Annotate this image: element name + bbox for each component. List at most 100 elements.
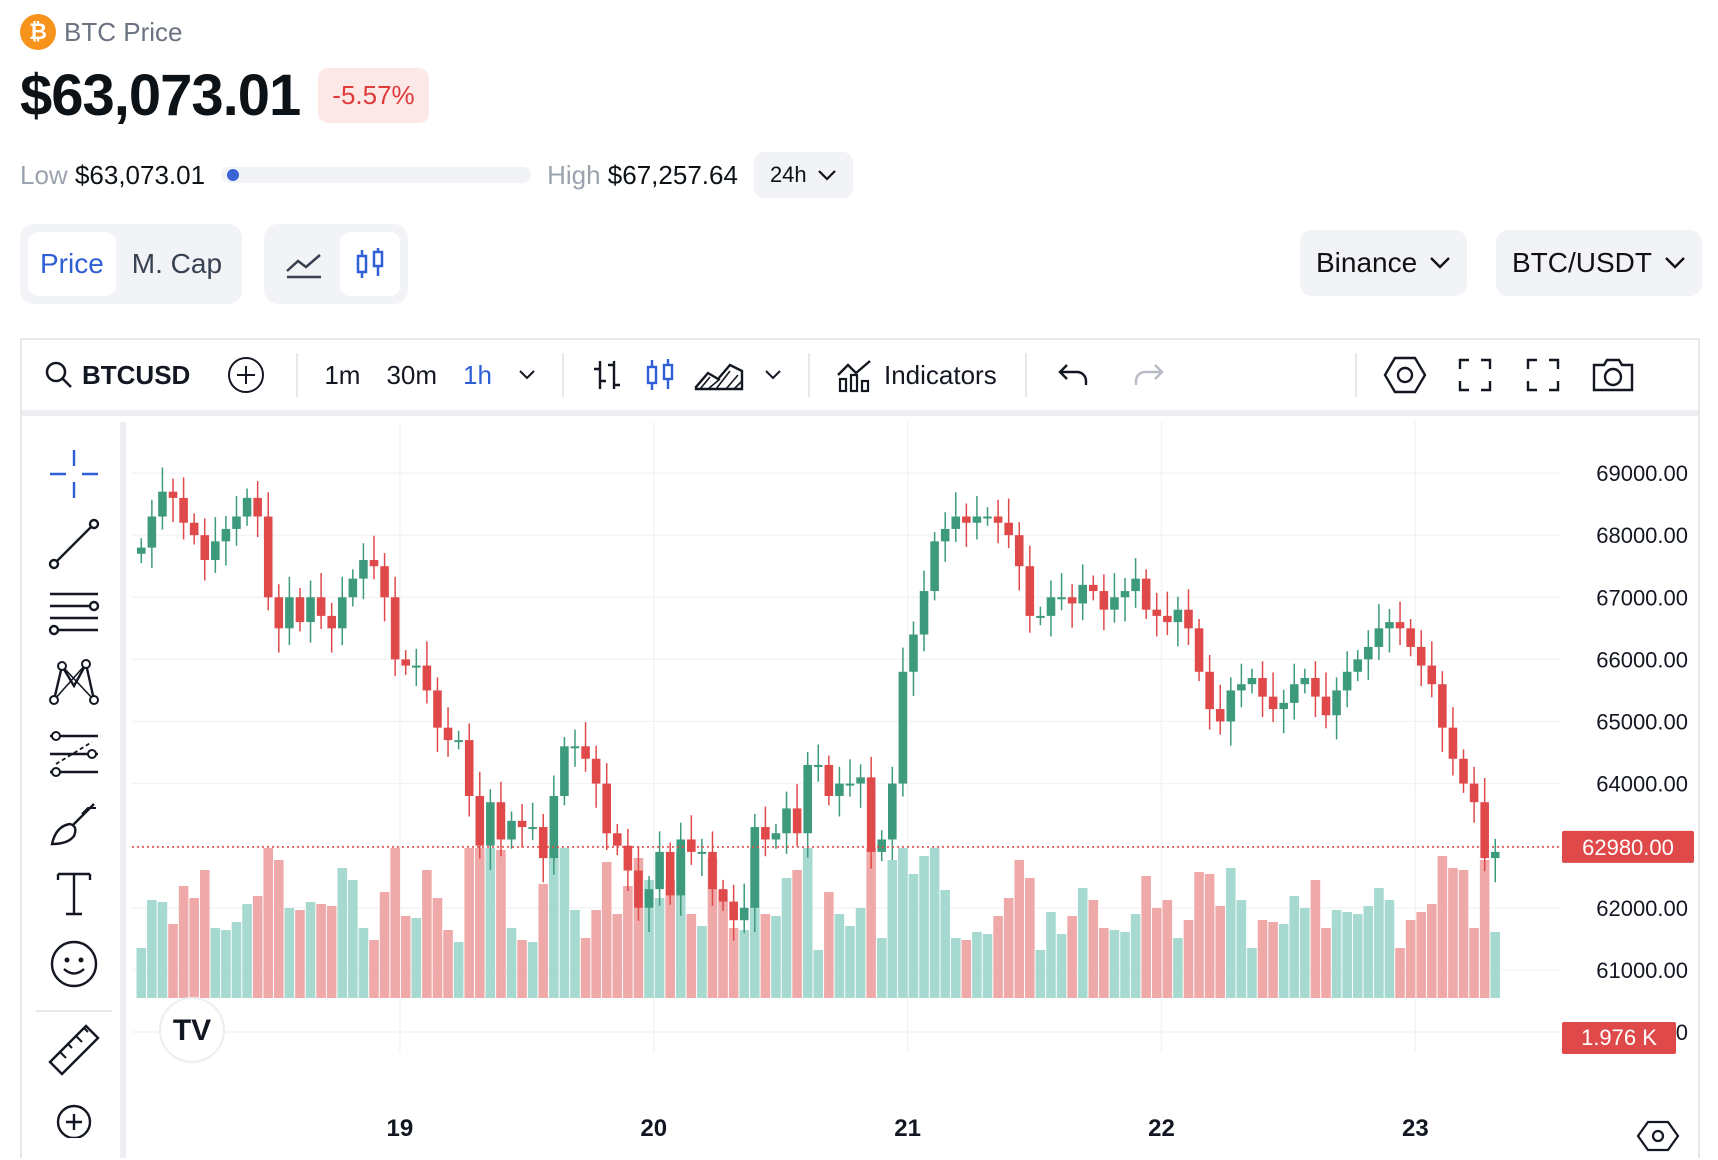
fit-screen-button[interactable] bbox=[1457, 337, 1493, 413]
chart-style-dropdown[interactable] bbox=[764, 337, 782, 413]
volume-bar bbox=[295, 910, 305, 998]
candle-body bbox=[496, 802, 506, 840]
candle-body bbox=[1258, 678, 1267, 697]
range-period-dropdown[interactable]: 24h bbox=[753, 152, 853, 198]
compare-symbol-button[interactable] bbox=[226, 337, 266, 413]
volume-bar bbox=[612, 914, 623, 998]
redo-icon bbox=[1134, 364, 1164, 385]
last-price-tag-bg bbox=[1562, 830, 1694, 863]
candle-body bbox=[1194, 628, 1204, 672]
candle-body bbox=[570, 746, 580, 749]
range-row: Low $63,073.01 High $67,257.64 24h bbox=[20, 152, 853, 198]
time-tick-label: 21 bbox=[894, 1115, 921, 1142]
volume-bar bbox=[792, 870, 802, 998]
pair-dropdown[interactable]: BTC/USDT bbox=[1496, 230, 1702, 296]
indicators-button[interactable]: Indicators bbox=[836, 337, 997, 413]
volume-bar bbox=[1183, 920, 1194, 998]
price-chart[interactable]: 69000.00 68000.00 67000.00 66000.00 65000.00… bbox=[132, 422, 1698, 1158]
forecast-icon[interactable] bbox=[46, 726, 102, 782]
candle-body bbox=[263, 516, 273, 598]
zoom-in-icon[interactable] bbox=[46, 1098, 102, 1138]
candle-body bbox=[581, 746, 590, 759]
volume-bar bbox=[474, 848, 485, 998]
candle-body bbox=[549, 796, 559, 859]
candle-chart-button[interactable] bbox=[340, 232, 400, 296]
candle-body bbox=[824, 764, 834, 796]
volume-bar bbox=[1141, 876, 1151, 998]
volume-bar bbox=[527, 942, 538, 998]
candlestick-icon bbox=[646, 359, 674, 390]
redo-button[interactable] bbox=[1133, 337, 1165, 413]
volume-bar bbox=[1025, 878, 1035, 998]
candle-body bbox=[401, 659, 411, 666]
bars-style-button[interactable] bbox=[590, 337, 624, 413]
divider bbox=[1024, 353, 1027, 397]
volume-bar bbox=[221, 930, 231, 998]
volume-bar bbox=[1088, 900, 1099, 998]
pattern-icon[interactable] bbox=[46, 656, 102, 712]
trend-line-icon[interactable] bbox=[46, 516, 102, 572]
candle-body bbox=[972, 516, 982, 523]
candle-body bbox=[983, 516, 992, 519]
candle-body bbox=[803, 764, 812, 834]
candle-body bbox=[168, 491, 178, 498]
candle-body bbox=[845, 783, 855, 786]
volume-bar bbox=[898, 848, 908, 998]
candle-body bbox=[951, 516, 961, 529]
plus-circle-icon bbox=[228, 357, 265, 393]
interval-1h[interactable]: 1h bbox=[463, 359, 492, 390]
candle-body bbox=[137, 547, 146, 554]
tab-price[interactable]: Price bbox=[28, 232, 116, 296]
volume-bar bbox=[337, 868, 348, 998]
volume-bar bbox=[802, 848, 813, 998]
axis-settings-button[interactable] bbox=[1636, 1120, 1680, 1152]
screenshot-button[interactable] bbox=[1591, 337, 1635, 413]
line-chart-button[interactable] bbox=[272, 232, 336, 296]
undo-button[interactable] bbox=[1057, 337, 1089, 413]
interval-1m[interactable]: 1m bbox=[324, 359, 361, 390]
volume-bar bbox=[739, 930, 750, 998]
divider bbox=[296, 353, 299, 397]
settings-button[interactable] bbox=[1383, 337, 1427, 413]
candle-body bbox=[888, 783, 897, 840]
chart-style-tabs bbox=[264, 224, 408, 304]
fullscreen-button[interactable] bbox=[1525, 337, 1561, 413]
brush-icon[interactable] bbox=[46, 796, 102, 852]
volume-tag-bg bbox=[1562, 1022, 1676, 1054]
tab-market-cap[interactable]: M. Cap bbox=[131, 248, 223, 279]
interval-30m[interactable]: 30m bbox=[386, 359, 438, 390]
time-tick-label: 22 bbox=[1148, 1115, 1175, 1142]
current-price: $63,073.01 bbox=[20, 63, 301, 128]
candlestick-icon bbox=[356, 248, 384, 278]
volume-bar bbox=[1342, 912, 1352, 998]
volume-bar bbox=[591, 910, 601, 998]
volume-bar bbox=[1479, 860, 1490, 998]
volume-bar bbox=[348, 880, 358, 998]
metric-tabs: Price M. Cap bbox=[20, 224, 243, 304]
candle-body bbox=[189, 522, 199, 536]
volume-bar bbox=[274, 860, 284, 998]
exchange-dropdown[interactable]: Binance bbox=[1300, 230, 1468, 296]
fib-retracement-icon[interactable] bbox=[46, 586, 102, 642]
area-style-button[interactable] bbox=[694, 337, 744, 413]
candle-body bbox=[729, 901, 738, 921]
candles-style-button[interactable] bbox=[644, 337, 678, 413]
candle-body bbox=[1025, 566, 1035, 616]
candle-body bbox=[835, 783, 844, 796]
symbol-search[interactable]: BTCUSD bbox=[22, 337, 190, 413]
text-icon[interactable] bbox=[46, 866, 102, 922]
chevron-down-icon bbox=[1665, 257, 1685, 269]
volume-bar bbox=[929, 848, 940, 998]
volume-bar bbox=[136, 948, 147, 998]
candle-body bbox=[1289, 684, 1299, 703]
volume-bar bbox=[263, 848, 274, 998]
crosshair-icon[interactable] bbox=[46, 446, 102, 502]
price-tick-label: 67000.00 bbox=[1596, 585, 1688, 610]
volume-bar bbox=[210, 928, 221, 998]
interval-dropdown[interactable] bbox=[518, 337, 536, 413]
emoji-icon[interactable] bbox=[46, 936, 102, 992]
candle-body bbox=[1364, 646, 1373, 660]
tradingview-logo: TV bbox=[159, 997, 225, 1063]
ruler-icon[interactable] bbox=[46, 1022, 102, 1078]
candle-body bbox=[390, 597, 400, 660]
